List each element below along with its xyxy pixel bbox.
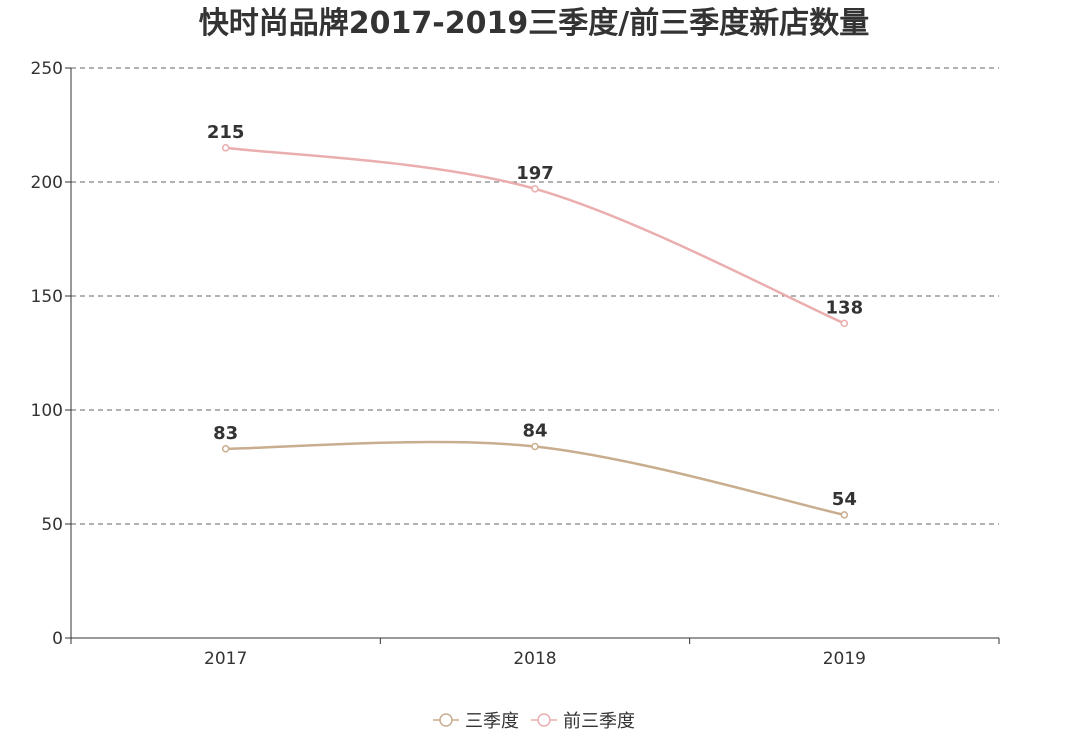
- y-tick-label: 150: [31, 287, 63, 307]
- legend-label: 三季度: [465, 711, 519, 732]
- legend-marker-icon: [439, 713, 453, 727]
- data-point: [531, 442, 539, 451]
- series-line: [225, 440, 845, 517]
- y-tick-label: 0: [52, 629, 63, 649]
- grid-lines: [71, 67, 999, 525]
- x-tick-label: 2018: [513, 649, 556, 669]
- legend[interactable]: 三季度 前三季度: [433, 711, 635, 732]
- y-tick-label: 250: [31, 59, 63, 79]
- data-point: [221, 445, 230, 453]
- data-label: 84: [522, 420, 547, 441]
- data-point: [221, 144, 230, 152]
- data-label: 138: [826, 297, 864, 318]
- y-tick-label: 200: [31, 173, 63, 193]
- legend-item[interactable]: 前三季度: [531, 711, 635, 732]
- data-label: 54: [832, 489, 857, 510]
- legend-item[interactable]: 三季度: [433, 711, 519, 732]
- data-labels: 83 84 54 215 197 138: [207, 122, 863, 510]
- y-axis: 0 50 100 150 200 250: [31, 59, 72, 649]
- y-tick-label: 100: [31, 401, 63, 421]
- data-point: [840, 319, 849, 328]
- x-axis: 2017 2018 2019: [70, 637, 1000, 669]
- data-point: [531, 185, 539, 193]
- data-label: 215: [207, 122, 245, 143]
- y-tick-label: 50: [41, 515, 63, 535]
- x-tick-label: 2019: [823, 649, 866, 669]
- series-lines: [221, 144, 849, 519]
- data-point: [840, 511, 849, 519]
- data-label: 197: [516, 163, 554, 184]
- legend-label: 前三季度: [563, 711, 635, 732]
- legend-marker-icon: [537, 713, 551, 727]
- chart-title: 快时尚品牌2017-2019三季度/前三季度新店数量: [198, 6, 870, 41]
- data-label: 83: [213, 423, 238, 444]
- x-tick-label: 2017: [204, 649, 247, 669]
